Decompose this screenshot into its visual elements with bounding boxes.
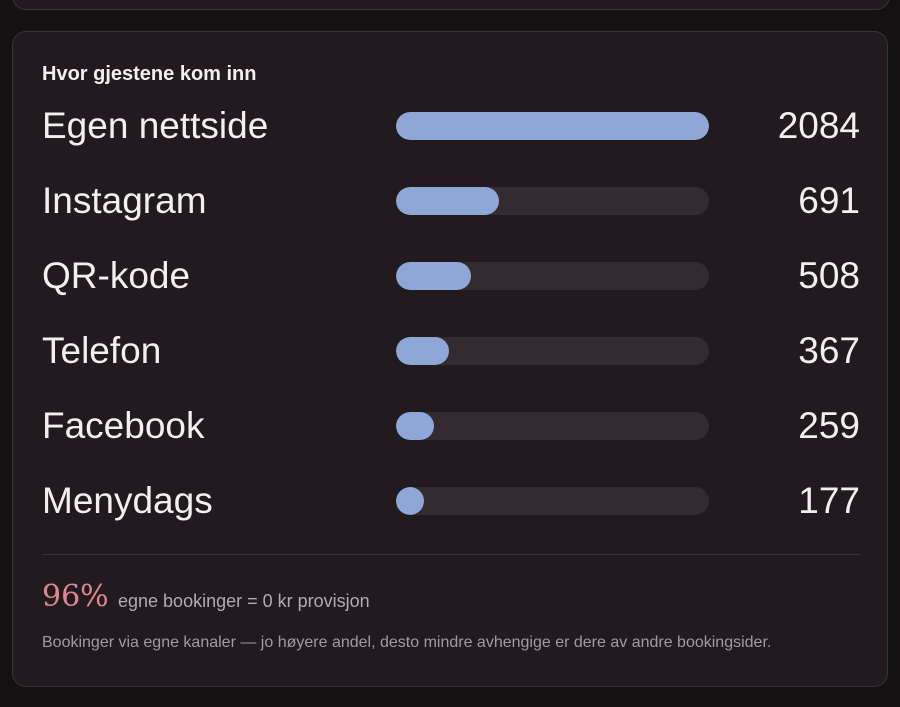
channel-bar-fill	[396, 337, 449, 365]
channel-bar-fill	[396, 487, 424, 515]
channel-row-telefon: Telefon 367	[42, 326, 860, 376]
channel-bar-fill	[396, 187, 499, 215]
channel-value: 508	[798, 255, 860, 296]
channel-bar-fill	[396, 412, 434, 440]
channel-label: QR-kode	[42, 255, 191, 296]
divider	[42, 554, 860, 555]
channel-label: Menydags	[42, 480, 213, 521]
channel-bar-track	[396, 487, 709, 515]
channel-value: 259	[798, 405, 860, 446]
channel-row-instagram: Instagram 691	[42, 176, 860, 226]
booking-channels-card: Hvor gjestene kom inn Egen nettside 2084…	[12, 31, 888, 687]
channel-row-facebook: Facebook 259	[42, 401, 860, 451]
previous-card	[12, 0, 890, 10]
channel-bar-fill	[396, 262, 471, 290]
channel-row-menydags: Menydags 177	[42, 476, 860, 526]
card-title: Hvor gjestene kom inn	[42, 63, 257, 85]
channel-bar-fill	[396, 112, 709, 140]
channel-label: Instagram	[42, 180, 207, 221]
own-share-percent: 96%	[42, 579, 109, 614]
channel-bar-track	[396, 262, 709, 290]
channel-label: Facebook	[42, 405, 205, 446]
channel-row-qr-kode: QR-kode 508	[42, 251, 860, 301]
channel-value: 2084	[777, 105, 860, 146]
channel-label: Egen nettside	[42, 105, 269, 146]
channel-row-egen-nettside: Egen nettside 2084	[42, 101, 860, 151]
channel-label: Telefon	[42, 330, 162, 371]
channel-bar-track	[396, 112, 709, 140]
channel-bar-track	[396, 412, 709, 440]
channel-bar-track	[396, 187, 709, 215]
channel-bar-track	[396, 337, 709, 365]
channel-value: 177	[798, 480, 860, 521]
channel-value: 367	[798, 330, 860, 371]
channel-value: 691	[798, 180, 860, 221]
footnote: Bookinger via egne kanaler — jo høyere a…	[42, 634, 772, 651]
own-share-text: egne bookinger = 0 kr provisjon	[118, 591, 370, 611]
